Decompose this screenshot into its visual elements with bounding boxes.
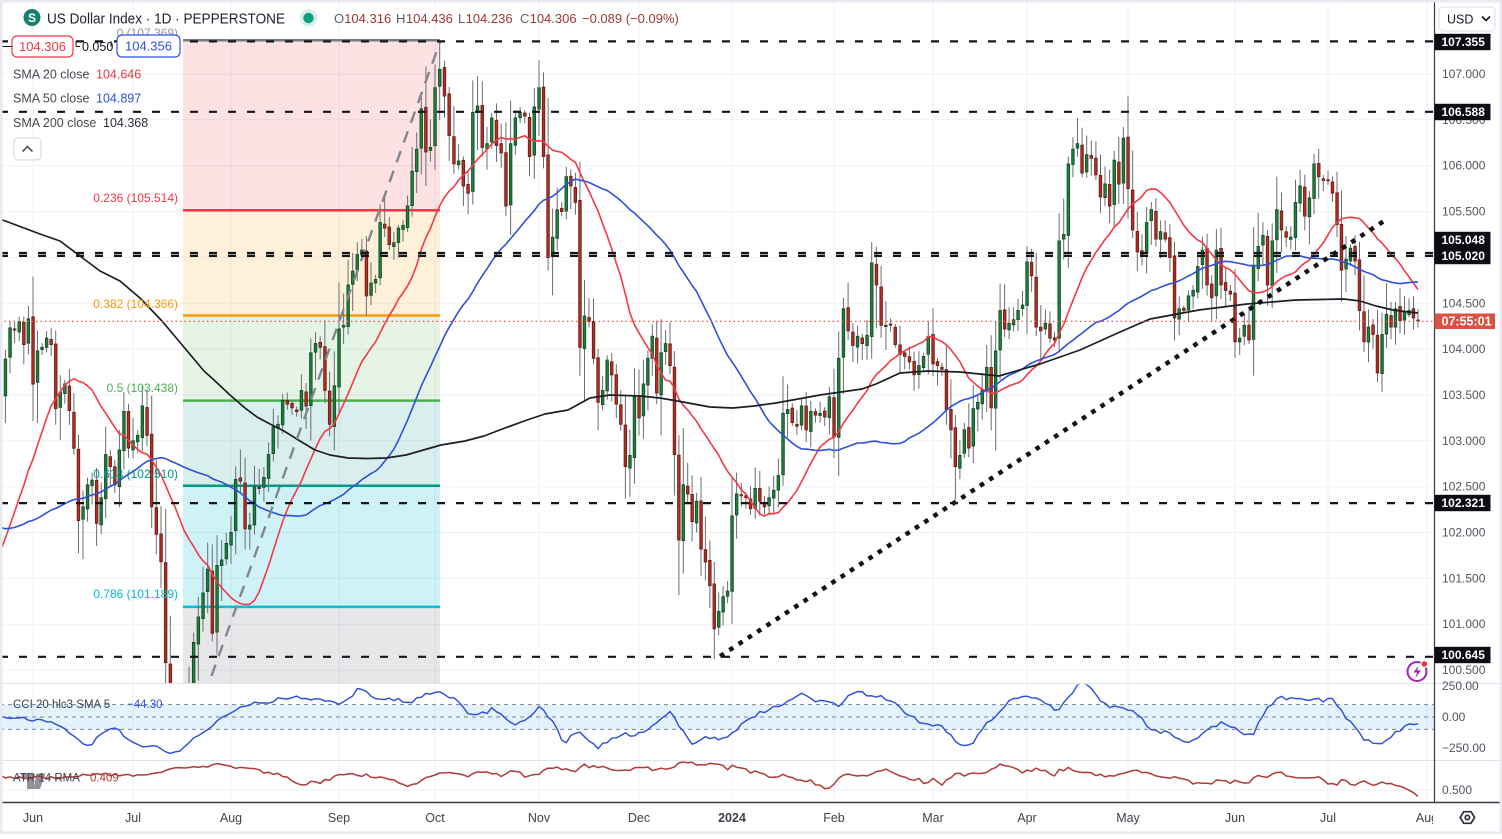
svg-text:104.646: 104.646 (96, 68, 141, 82)
svg-text:105.048: 105.048 (1442, 233, 1486, 247)
svg-text:105.500: 105.500 (1442, 205, 1486, 219)
svg-text:106.588: 106.588 (1442, 105, 1486, 119)
svg-text:−0.089 (−0.09%): −0.089 (−0.09%) (582, 11, 679, 26)
svg-text:0.236 (105.514): 0.236 (105.514) (93, 191, 178, 205)
svg-text:Oct: Oct (425, 811, 445, 825)
svg-text:Nov: Nov (528, 811, 551, 825)
svg-text:104.000: 104.000 (1442, 342, 1486, 356)
svg-text:US Dollar Index · 1D · PEPPERS: US Dollar Index · 1D · PEPPERSTONE (47, 11, 285, 28)
svg-text:SMA 50 close: SMA 50 close (13, 92, 89, 106)
svg-text:Aug: Aug (1416, 811, 1438, 825)
svg-text:104.500: 104.500 (1442, 296, 1486, 310)
svg-text:SMA 200 close: SMA 200 close (13, 116, 96, 130)
svg-text:Jul: Jul (1320, 811, 1336, 825)
svg-text:0.500: 0.500 (1442, 783, 1472, 797)
svg-text:0.050: 0.050 (82, 40, 113, 54)
svg-text:ATR 14 RMA: ATR 14 RMA (13, 773, 80, 785)
svg-text:H: H (396, 11, 405, 26)
svg-text:101.000: 101.000 (1442, 617, 1486, 631)
svg-text:Jul: Jul (125, 811, 141, 825)
svg-text:0.382 (104.366): 0.382 (104.366) (93, 297, 178, 311)
svg-text:102.500: 102.500 (1442, 480, 1486, 494)
svg-text:Mar: Mar (922, 811, 944, 825)
svg-text:−250.00: −250.00 (1442, 741, 1486, 755)
svg-text:S: S (28, 11, 36, 25)
svg-text:Aug: Aug (220, 811, 242, 825)
svg-text:107.355: 107.355 (1442, 35, 1486, 49)
svg-text:106.000: 106.000 (1442, 159, 1486, 173)
svg-text:Dec: Dec (628, 811, 650, 825)
svg-text:0.5 (103.438): 0.5 (103.438) (107, 381, 178, 395)
svg-text:0.00: 0.00 (1442, 710, 1466, 724)
svg-text:101.500: 101.500 (1442, 571, 1486, 585)
svg-text:107.000: 107.000 (1442, 67, 1486, 81)
svg-text:100.500: 100.500 (1442, 663, 1486, 677)
svg-text:Feb: Feb (823, 811, 845, 825)
svg-text:250.00: 250.00 (1442, 679, 1479, 693)
svg-text:−44.30: −44.30 (127, 699, 163, 711)
svg-text:Jun: Jun (23, 811, 43, 825)
svg-text:May: May (1116, 811, 1140, 825)
svg-text:Sep: Sep (328, 811, 350, 825)
svg-text:100.645: 100.645 (1442, 648, 1486, 662)
svg-text:C: C (520, 11, 529, 26)
svg-text:103.500: 103.500 (1442, 388, 1486, 402)
svg-text:102.321: 102.321 (1442, 496, 1486, 510)
svg-text:102.000: 102.000 (1442, 526, 1486, 540)
svg-text:0.409: 0.409 (90, 773, 119, 785)
svg-text:104.436: 104.436 (406, 11, 453, 26)
svg-text:105.020: 105.020 (1442, 249, 1486, 263)
svg-text:104.356: 104.356 (125, 39, 172, 54)
svg-text:CCI 20 hlc3 SMA 5: CCI 20 hlc3 SMA 5 (13, 699, 110, 711)
svg-text:104.306: 104.306 (19, 39, 66, 54)
svg-text:0.618 (102.510): 0.618 (102.510) (93, 467, 178, 481)
svg-text:L: L (458, 11, 465, 26)
svg-text:USD: USD (1447, 13, 1473, 27)
svg-text:104.897: 104.897 (96, 92, 141, 106)
svg-text:0.786 (101.189): 0.786 (101.189) (93, 587, 178, 601)
svg-text:104.306: 104.306 (530, 11, 577, 26)
svg-text:104.368: 104.368 (103, 116, 148, 130)
svg-text:SMA 20 close: SMA 20 close (13, 68, 89, 82)
svg-text:O: O (334, 11, 344, 26)
svg-text:07:55:01: 07:55:01 (1442, 315, 1492, 329)
svg-text:104.316: 104.316 (344, 11, 391, 26)
svg-text:Apr: Apr (1017, 811, 1036, 825)
svg-text:104.236: 104.236 (466, 11, 513, 26)
svg-text:103.000: 103.000 (1442, 434, 1486, 448)
svg-text:Jun: Jun (1225, 811, 1245, 825)
svg-text:2024: 2024 (718, 811, 746, 825)
